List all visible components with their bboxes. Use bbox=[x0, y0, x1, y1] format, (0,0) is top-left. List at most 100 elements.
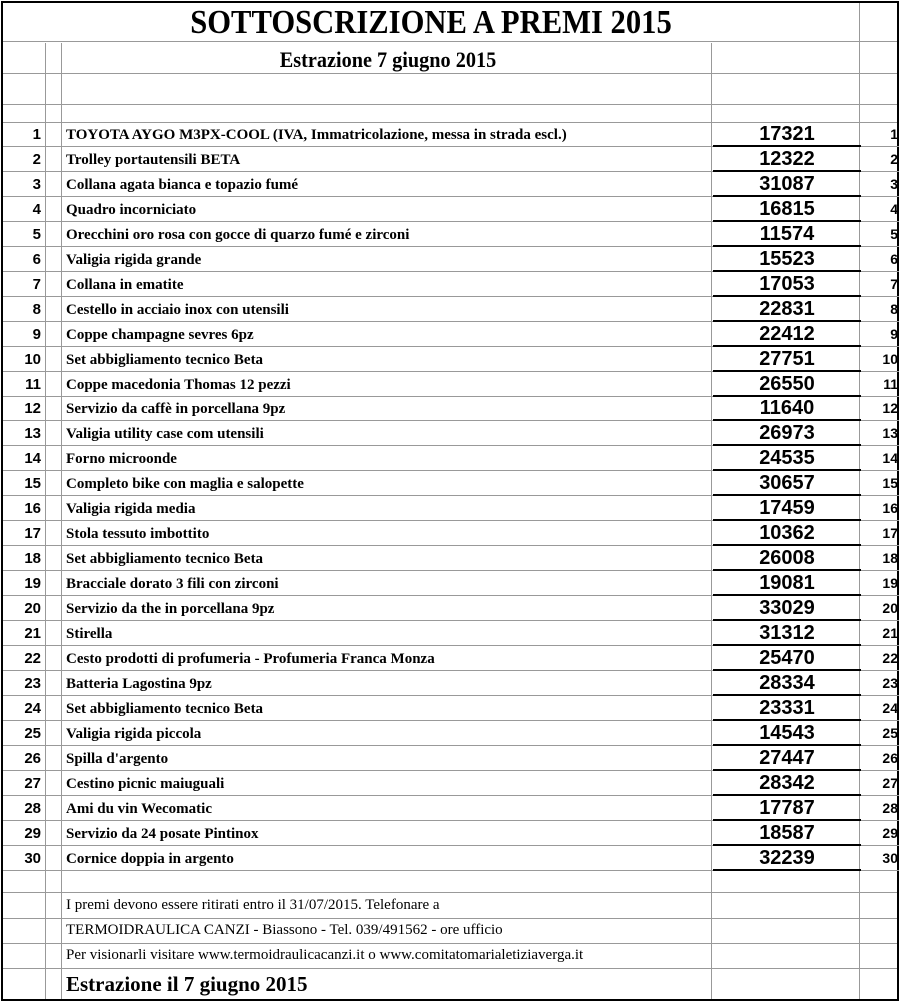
prize-number-right: 10 bbox=[882, 350, 898, 367]
winning-ticket: 22412 bbox=[713, 322, 861, 347]
prize-number: 22 bbox=[24, 649, 41, 667]
prize-description: Stirella bbox=[66, 626, 113, 642]
grid-line bbox=[3, 869, 899, 871]
table-row: 28 Ami du vin Wecomatic 17787 28 bbox=[3, 796, 899, 821]
prize-description: Quadro incorniciato bbox=[66, 201, 197, 218]
winning-ticket: 26550 bbox=[713, 372, 861, 397]
winning-ticket: 16815 bbox=[713, 197, 861, 222]
prize-description: Batteria Lagostina 9pz bbox=[66, 675, 212, 692]
prize-description: Cestino picnic maiuguali bbox=[66, 775, 225, 792]
prize-description: Cornice doppia in argento bbox=[66, 850, 234, 867]
grid-line bbox=[3, 669, 899, 671]
winning-ticket: 17459 bbox=[713, 496, 861, 522]
prize-number: 23 bbox=[24, 674, 41, 692]
prize-description: Servizio da 24 posate Pintinox bbox=[66, 825, 259, 842]
grid-line bbox=[3, 445, 899, 447]
table-row: 25 Valigia rigida piccola 14543 25 bbox=[3, 721, 899, 746]
winning-ticket: 31312 bbox=[713, 621, 861, 646]
prize-description: Set abbigliamento tecnico Beta bbox=[66, 351, 264, 368]
prize-number-right: 22 bbox=[882, 649, 898, 666]
prize-description: Collana in ematite bbox=[66, 276, 184, 293]
table-row: 26 Spilla d'argento 27447 26 bbox=[3, 746, 899, 771]
prize-number: 5 bbox=[32, 225, 41, 243]
prize-number: 4 bbox=[32, 200, 41, 218]
prize-description: Set abbigliamento tecnico Beta bbox=[66, 551, 264, 568]
prize-description: Stola tessuto imbottito bbox=[66, 526, 210, 543]
prize-number-right: 30 bbox=[882, 849, 898, 866]
prize-description: Set abbigliamento tecnico Beta bbox=[66, 700, 264, 717]
prize-number-right: 21 bbox=[882, 625, 898, 641]
prize-number: 26 bbox=[24, 749, 41, 767]
prize-number: 20 bbox=[24, 600, 41, 618]
winning-ticket: 12322 bbox=[713, 147, 861, 172]
table-row: 5 Orecchini oro rosa con gocce di quarzo… bbox=[3, 222, 899, 247]
grid-line bbox=[3, 520, 899, 522]
winning-ticket: 15523 bbox=[713, 247, 861, 272]
grid-line bbox=[859, 3, 860, 999]
grid-line bbox=[3, 195, 899, 197]
prize-description: Coppe macedonia Thomas 12 pezzi bbox=[66, 376, 291, 393]
table-row: 21 Stirella 31312 21 bbox=[3, 621, 899, 646]
prize-number-right: 7 bbox=[890, 275, 898, 292]
grid-line bbox=[3, 395, 899, 397]
table-row: 29 Servizio da 24 posate Pintinox 18587 … bbox=[3, 821, 899, 846]
winning-ticket: 11640 bbox=[713, 396, 861, 422]
prize-number-right: 9 bbox=[890, 325, 898, 342]
prize-number: 1 bbox=[32, 126, 41, 143]
prize-number: 2 bbox=[32, 150, 41, 168]
grid-line bbox=[3, 73, 897, 74]
grid-line bbox=[3, 570, 899, 572]
prize-number: 3 bbox=[32, 175, 41, 193]
winning-ticket: 23331 bbox=[713, 696, 861, 721]
winning-ticket: 28342 bbox=[713, 771, 861, 796]
grid-line bbox=[3, 122, 897, 123]
prize-number-right: 4 bbox=[890, 200, 898, 217]
prize-number: 6 bbox=[32, 250, 41, 268]
table-row: 7 Collana in ematite 17053 7 bbox=[3, 272, 899, 297]
prize-description: Servizio da caffè in porcellana 9pz bbox=[66, 401, 286, 418]
prize-description: Bracciale dorato 3 fili con zirconi bbox=[66, 576, 279, 593]
winning-ticket: 17787 bbox=[713, 796, 861, 821]
grid-line bbox=[3, 719, 899, 721]
prize-number-right: 13 bbox=[882, 425, 898, 442]
winning-ticket: 27751 bbox=[713, 347, 861, 372]
prize-description: Trolley portautensili BETA bbox=[66, 151, 241, 168]
prize-number-right: 26 bbox=[882, 749, 898, 766]
grid-line bbox=[3, 545, 899, 547]
winning-ticket: 30657 bbox=[713, 471, 861, 497]
grid-line bbox=[3, 943, 897, 944]
prize-number: 27 bbox=[24, 774, 41, 792]
prize-number: 8 bbox=[32, 300, 41, 318]
grid-line bbox=[3, 320, 899, 322]
grid-line bbox=[3, 744, 899, 746]
prize-number-right: 15 bbox=[882, 475, 898, 492]
prize-number: 17 bbox=[24, 525, 41, 543]
grid-line bbox=[3, 620, 899, 622]
table-row: 30 Cornice doppia in argento 32239 30 bbox=[3, 846, 899, 871]
prize-number: 21 bbox=[24, 625, 41, 642]
prize-description: Cesto prodotti di profumeria - Profumeri… bbox=[66, 650, 435, 667]
page-title: SOTTOSCRIZIONE A PREMI 2015 bbox=[190, 4, 672, 41]
prize-number: 16 bbox=[24, 500, 41, 518]
table-row: 13 Valigia utility case com utensili 269… bbox=[3, 421, 899, 447]
prize-number: 9 bbox=[32, 325, 41, 343]
prize-description: Orecchini oro rosa con gocce di quarzo f… bbox=[66, 226, 410, 243]
grid-line bbox=[3, 794, 899, 796]
winning-ticket: 22831 bbox=[713, 297, 861, 322]
grid-line bbox=[3, 892, 897, 893]
prize-number: 25 bbox=[24, 724, 41, 742]
prize-number: 11 bbox=[25, 375, 41, 393]
table-row: 8 Cestello in acciaio inox con utensili … bbox=[3, 297, 899, 322]
prize-number-right: 8 bbox=[890, 300, 898, 317]
prize-number: 28 bbox=[24, 799, 41, 817]
prize-number-right: 2 bbox=[890, 150, 898, 167]
winning-ticket: 26973 bbox=[713, 421, 861, 447]
prize-number: 14 bbox=[24, 450, 41, 468]
table-row: 27 Cestino picnic maiuguali 28342 27 bbox=[3, 771, 899, 796]
table-row: 12 Servizio da caffè in porcellana 9pz 1… bbox=[3, 396, 899, 422]
prize-number-right: 24 bbox=[882, 699, 898, 716]
prize-number: 10 bbox=[24, 350, 41, 368]
table-row: 9 Coppe champagne sevres 6pz 22412 9 bbox=[3, 322, 899, 347]
grid-line bbox=[3, 420, 899, 422]
winning-ticket: 14543 bbox=[713, 721, 861, 746]
